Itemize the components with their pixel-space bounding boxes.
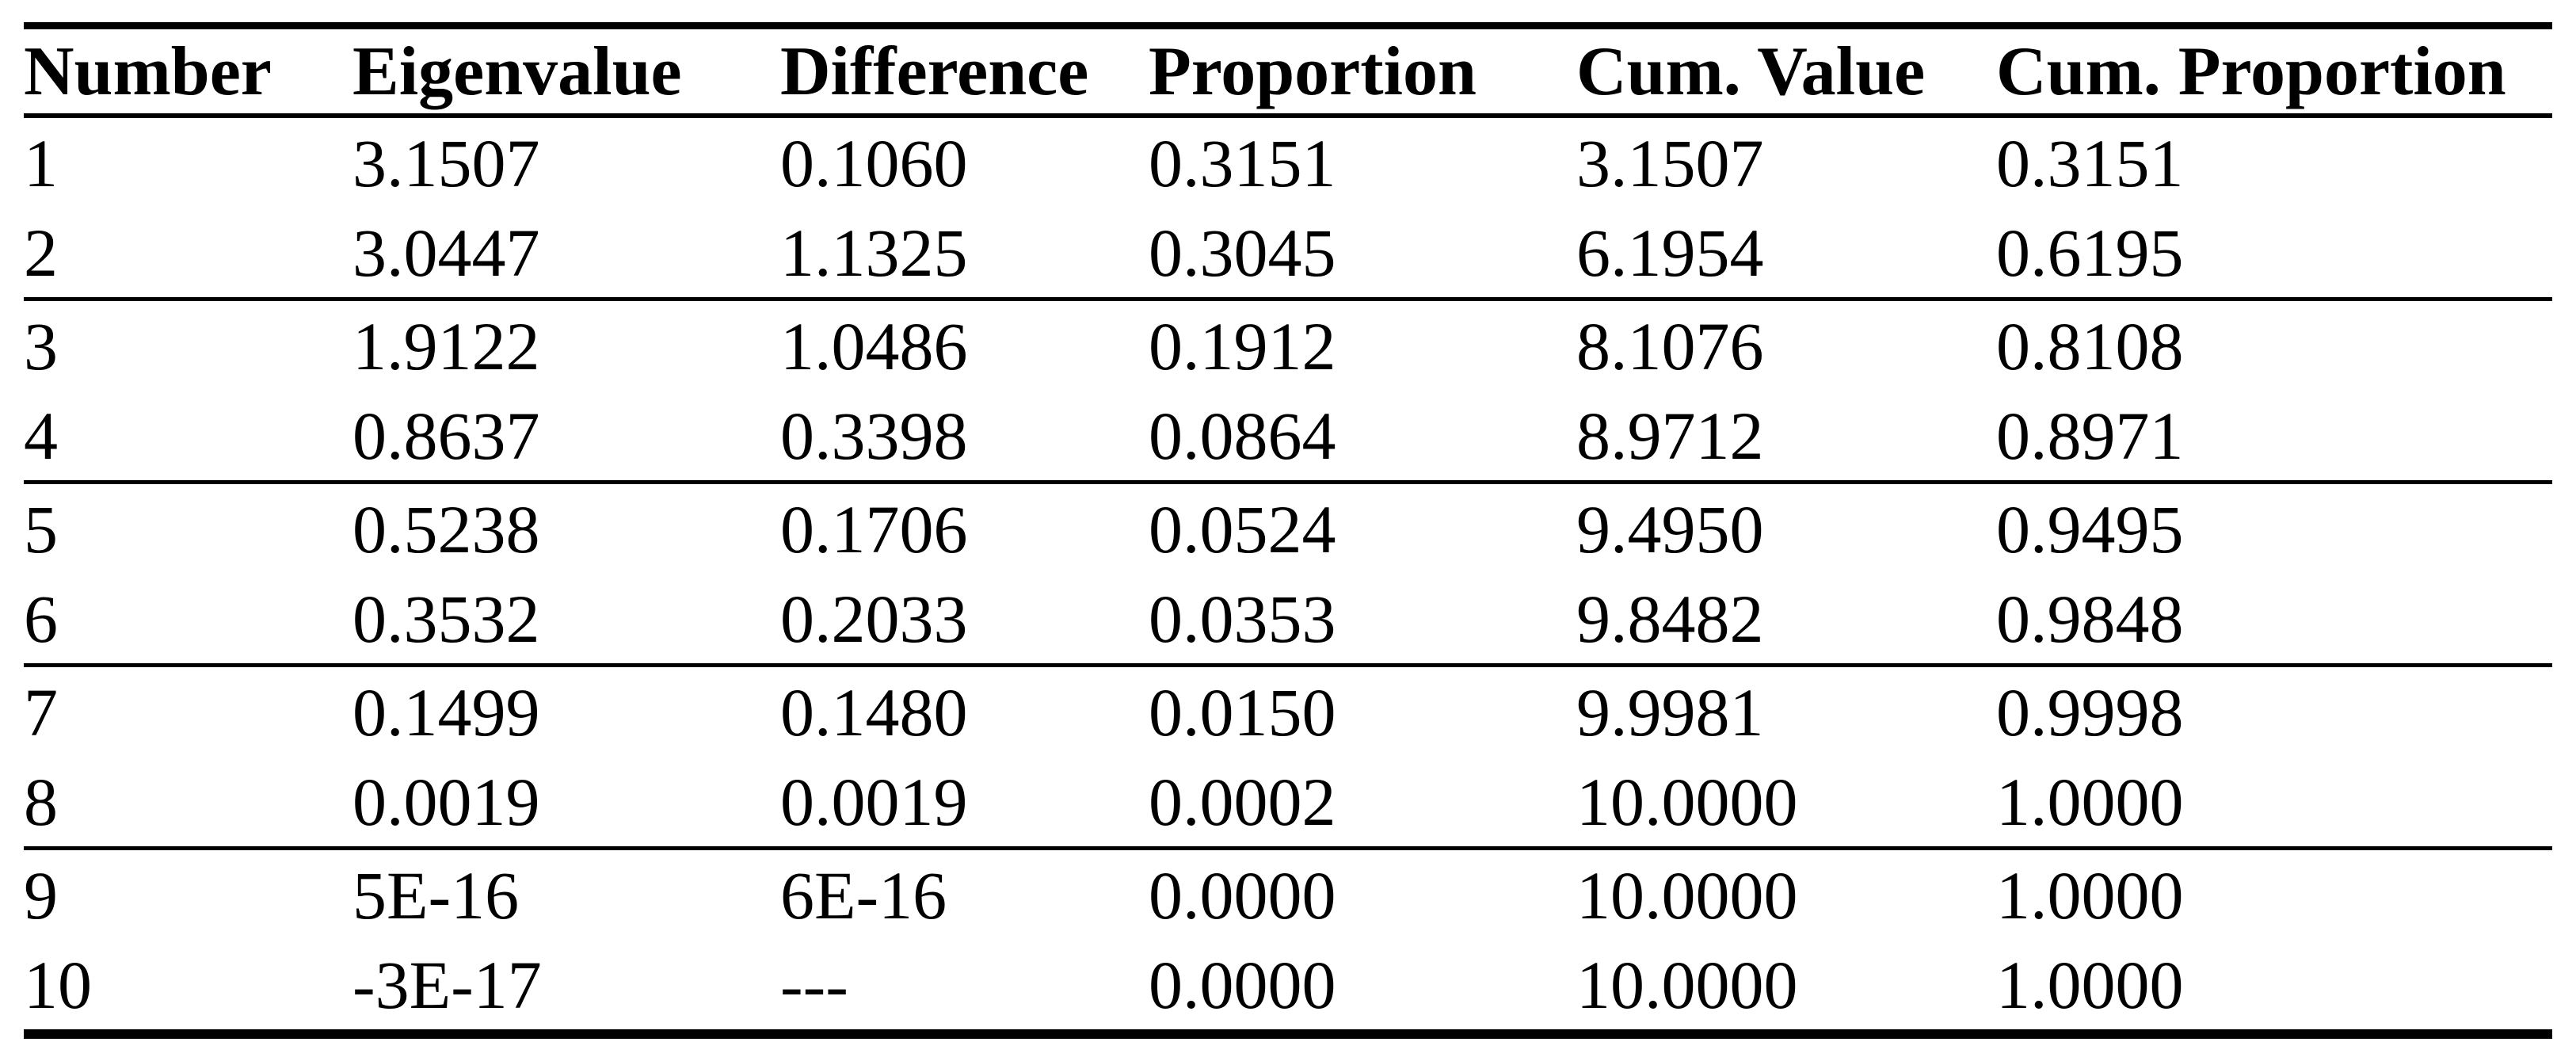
cell-eigenvalue: 5E-16 <box>352 857 520 933</box>
cell-eigenvalue: 3.1507 <box>352 124 540 201</box>
cell-eigenvalue: 0.8637 <box>352 397 540 474</box>
cell-eigenvalue: 0.5238 <box>352 490 540 567</box>
cell-proportion: 0.0000 <box>1149 857 1336 933</box>
cell-proportion: 0.0150 <box>1149 674 1336 750</box>
header-eigenvalue: Eigenvalue <box>352 32 682 110</box>
cell-eigenvalue: 0.3532 <box>352 580 540 657</box>
cell-proportion: 0.0000 <box>1149 946 1336 1023</box>
cell-cum-value: 9.4950 <box>1576 490 1764 567</box>
table-row: 5 0.5238 0.1706 0.0524 9.4950 0.9495 <box>24 483 2552 574</box>
header-row: Number Eigenvalue Difference Proportion … <box>24 26 2552 116</box>
cell-number: 4 <box>24 397 58 474</box>
table-row: 4 0.8637 0.3398 0.0864 8.9712 0.8971 <box>24 391 2552 483</box>
cell-cum-value: 8.9712 <box>1576 397 1764 474</box>
cell-cum-proportion: 0.6195 <box>1996 214 2184 291</box>
cell-cum-value: 10.0000 <box>1576 763 1798 840</box>
cell-difference: 0.1480 <box>780 674 968 750</box>
table-row: 2 3.0447 1.1325 0.3045 6.1954 0.6195 <box>24 208 2552 300</box>
header-cum-proportion: Cum. Proportion <box>1996 32 2506 110</box>
table-row: 7 0.1499 0.1480 0.0150 9.9981 0.9998 <box>24 666 2552 758</box>
eigenvalue-table: Number Eigenvalue Difference Proportion … <box>24 22 2552 1039</box>
cell-cum-proportion: 1.0000 <box>1996 763 2184 840</box>
cell-cum-proportion: 0.9848 <box>1996 580 2184 657</box>
cell-cum-proportion: 0.9998 <box>1996 674 2184 750</box>
cell-difference: 0.0019 <box>780 763 968 840</box>
cell-proportion: 0.0002 <box>1149 763 1336 840</box>
cell-number: 7 <box>24 674 58 750</box>
cell-eigenvalue: 1.9122 <box>352 307 540 384</box>
cell-difference: --- <box>780 946 848 1023</box>
cell-number: 10 <box>24 946 92 1023</box>
header-cum-value: Cum. Value <box>1576 32 1926 110</box>
header-difference: Difference <box>780 32 1089 110</box>
cell-cum-proportion: 0.9495 <box>1996 490 2184 567</box>
cell-proportion: 0.0864 <box>1149 397 1336 474</box>
cell-cum-value: 6.1954 <box>1576 214 1764 291</box>
cell-difference: 0.2033 <box>780 580 968 657</box>
cell-number: 3 <box>24 307 58 384</box>
cell-eigenvalue: -3E-17 <box>352 946 542 1023</box>
table-row: 10 -3E-17 --- 0.0000 10.0000 1.0000 <box>24 940 2552 1034</box>
cell-cum-value: 3.1507 <box>1576 124 1764 201</box>
cell-number: 9 <box>24 857 58 933</box>
cell-number: 5 <box>24 490 58 567</box>
cell-proportion: 0.0524 <box>1149 490 1336 567</box>
cell-cum-proportion: 0.8108 <box>1996 307 2184 384</box>
cell-cum-value: 9.9981 <box>1576 674 1764 750</box>
header-number: Number <box>24 32 272 110</box>
cell-proportion: 0.0353 <box>1149 580 1336 657</box>
cell-difference: 6E-16 <box>780 857 947 933</box>
table-row: 8 0.0019 0.0019 0.0002 10.0000 1.0000 <box>24 757 2552 849</box>
cell-cum-value: 9.8482 <box>1576 580 1764 657</box>
cell-difference: 1.1325 <box>780 214 968 291</box>
table-row: 9 5E-16 6E-16 0.0000 10.0000 1.0000 <box>24 849 2552 941</box>
cell-cum-value: 8.1076 <box>1576 307 1764 384</box>
cell-cum-proportion: 0.3151 <box>1996 124 2184 201</box>
table-row: 1 3.1507 0.1060 0.3151 3.1507 0.3151 <box>24 116 2552 208</box>
cell-number: 1 <box>24 124 58 201</box>
cell-cum-value: 10.0000 <box>1576 857 1798 933</box>
cell-proportion: 0.1912 <box>1149 307 1336 384</box>
cell-difference: 0.1706 <box>780 490 968 567</box>
cell-cum-proportion: 0.8971 <box>1996 397 2184 474</box>
cell-proportion: 0.3151 <box>1149 124 1336 201</box>
cell-number: 6 <box>24 580 58 657</box>
cell-number: 8 <box>24 763 58 840</box>
table-row: 3 1.9122 1.0486 0.1912 8.1076 0.8108 <box>24 300 2552 391</box>
cell-cum-proportion: 1.0000 <box>1996 857 2184 933</box>
cell-cum-value: 10.0000 <box>1576 946 1798 1023</box>
cell-cum-proportion: 1.0000 <box>1996 946 2184 1023</box>
cell-eigenvalue: 0.0019 <box>352 763 540 840</box>
cell-eigenvalue: 0.1499 <box>352 674 540 750</box>
cell-difference: 1.0486 <box>780 307 968 384</box>
cell-difference: 0.1060 <box>780 124 968 201</box>
cell-eigenvalue: 3.0447 <box>352 214 540 291</box>
cell-difference: 0.3398 <box>780 397 968 474</box>
cell-proportion: 0.3045 <box>1149 214 1336 291</box>
cell-number: 2 <box>24 214 58 291</box>
table-row: 6 0.3532 0.2033 0.0353 9.8482 0.9848 <box>24 574 2552 666</box>
header-proportion: Proportion <box>1149 32 1477 110</box>
